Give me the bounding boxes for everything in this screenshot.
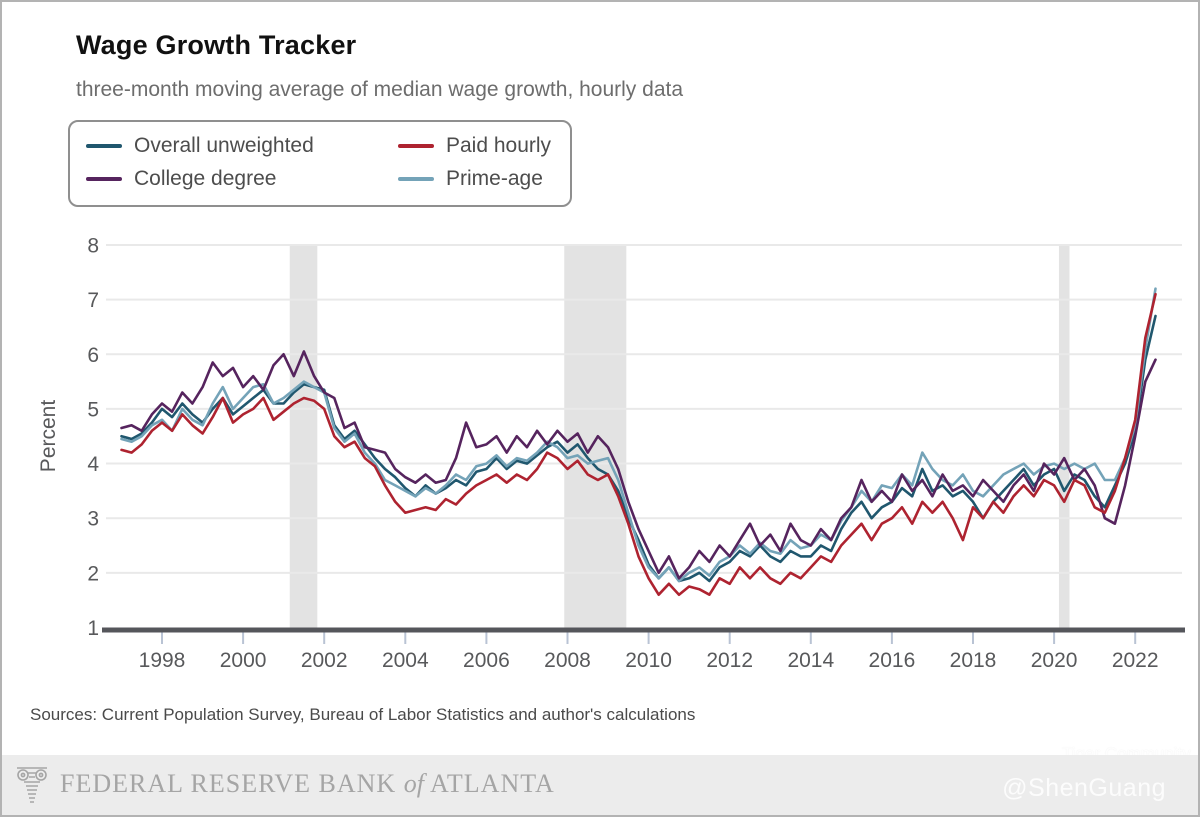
footer-bar: FEDERAL RESERVE BANK of ATLANTA <box>2 755 1198 815</box>
y-tick-label: 7 <box>87 289 99 312</box>
legend: Overall unweighted Paid hourly College d… <box>68 120 572 207</box>
chart-subtitle: three-month moving average of median wag… <box>76 78 684 101</box>
legend-swatch-college <box>86 177 122 181</box>
x-tick-label: 2004 <box>382 649 429 672</box>
recession-band <box>1058 245 1070 630</box>
x-tick-label: 2022 <box>1112 649 1159 672</box>
legend-item-paid-hourly: Paid hourly <box>398 134 554 158</box>
x-tick-label: 1998 <box>139 649 186 672</box>
legend-swatch-overall <box>86 144 122 148</box>
y-tick-label: 8 <box>87 235 99 258</box>
y-axis-label: Percent <box>37 400 60 473</box>
legend-item-overall: Overall unweighted <box>86 134 398 158</box>
legend-item-college: College degree <box>86 167 398 191</box>
legend-label: College degree <box>134 167 277 190</box>
x-tick-label: 2006 <box>463 649 510 672</box>
sources-note: Sources: Current Population Survey, Bure… <box>30 705 696 724</box>
y-tick-label: 1 <box>87 617 99 640</box>
x-tick-label: 2000 <box>220 649 267 672</box>
legend-swatch-prime-age <box>398 177 434 181</box>
x-tick-label: 2016 <box>869 649 916 672</box>
atlanta-fed-logo: FEDERAL RESERVE BANK of ATLANTA <box>16 765 555 803</box>
watermark-handle: @ShenGuang <box>1002 774 1166 802</box>
y-tick-label: 6 <box>87 344 99 367</box>
page-title: Wage Growth Tracker <box>76 30 357 60</box>
legend-swatch-paid-hourly <box>398 144 434 148</box>
legend-item-prime-age: Prime-age <box>398 167 554 191</box>
recession-band <box>289 245 318 630</box>
fed-of-text: of <box>403 769 424 798</box>
x-tick-label: 2002 <box>301 649 348 672</box>
x-tick-label: 2012 <box>706 649 753 672</box>
column-capital-icon <box>17 767 47 803</box>
x-tick-label: 2020 <box>1031 649 1078 672</box>
series-college-degree <box>120 350 1157 580</box>
y-tick-label: 4 <box>87 453 99 476</box>
y-tick-label: 5 <box>87 398 99 421</box>
legend-label: Paid hourly <box>446 134 552 157</box>
series-paid-hourly <box>120 292 1157 597</box>
legend-label: Overall unweighted <box>134 134 314 157</box>
fed-bank-text: FEDERAL RESERVE BANK <box>60 769 397 798</box>
x-tick-label: 2008 <box>544 649 591 672</box>
fed-city-text: ATLANTA <box>430 769 555 798</box>
x-tick-label: 2010 <box>625 649 672 672</box>
fed-logo-text: FEDERAL RESERVE BANK of ATLANTA <box>60 769 555 799</box>
x-tick-label: 2014 <box>787 649 834 672</box>
legend-label: Prime-age <box>446 167 543 190</box>
x-tick-label: 2018 <box>950 649 997 672</box>
y-tick-label: 2 <box>87 562 99 585</box>
series-prime-age <box>120 287 1157 583</box>
y-tick-label: 3 <box>87 508 99 531</box>
